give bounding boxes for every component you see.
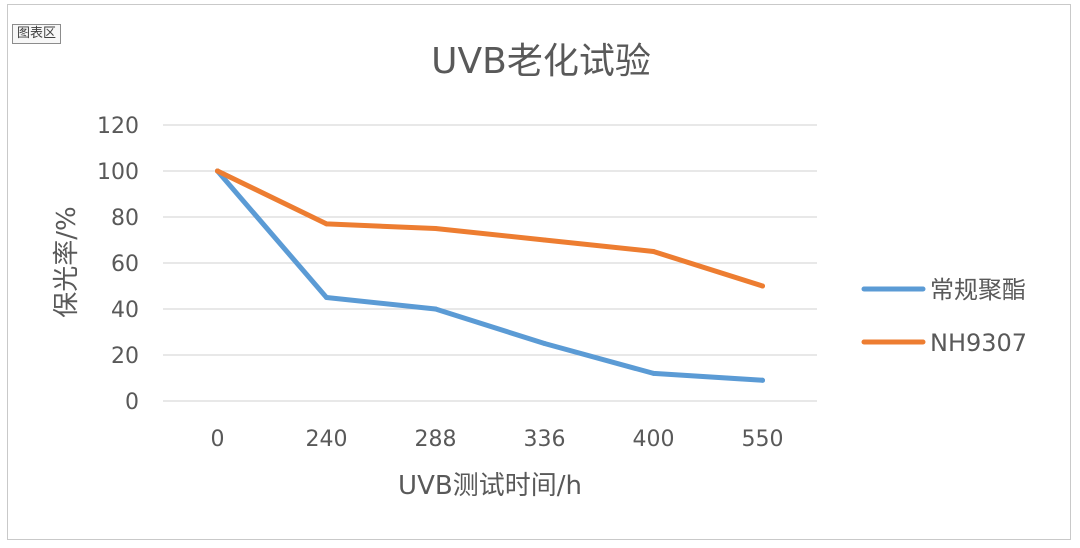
x-axis-title: UVB测试时间/h bbox=[398, 471, 582, 501]
legend: 常规聚酯 NH9307 bbox=[861, 276, 1027, 357]
series-lines bbox=[215, 168, 765, 383]
y-axis-title: 保光率/% bbox=[52, 206, 82, 317]
legend-label: NH9307 bbox=[930, 329, 1027, 357]
x-axis-ticks: 0 240 288 336 400 550 bbox=[211, 427, 784, 452]
data-point bbox=[760, 283, 765, 289]
chart-area-label: 图表区 bbox=[12, 24, 62, 44]
y-tick-label: 0 bbox=[125, 390, 139, 415]
series-line-1 bbox=[215, 168, 765, 383]
x-tick-label: 336 bbox=[524, 427, 566, 452]
y-tick-label: 80 bbox=[111, 206, 139, 231]
y-tick-label: 20 bbox=[111, 344, 139, 369]
y-tick-label: 100 bbox=[97, 160, 139, 185]
gridlines bbox=[163, 124, 817, 402]
chart-title: UVB老化试验 bbox=[431, 41, 651, 82]
x-tick-label: 240 bbox=[306, 427, 348, 452]
data-point bbox=[433, 226, 438, 231]
x-tick-label: 550 bbox=[742, 427, 784, 452]
x-tick-label: 400 bbox=[633, 427, 675, 452]
y-tick-label: 60 bbox=[111, 252, 139, 277]
data-point bbox=[651, 370, 656, 376]
legend-label: 常规聚酯 bbox=[930, 276, 1026, 304]
data-point bbox=[324, 295, 329, 300]
series-line-2 bbox=[215, 168, 765, 289]
data-point bbox=[760, 377, 765, 383]
chart-frame bbox=[7, 4, 1071, 540]
data-point bbox=[542, 341, 547, 346]
y-tick-label: 120 bbox=[97, 114, 139, 139]
data-point bbox=[215, 168, 220, 174]
y-axis-ticks: 0 20 40 60 80 100 120 bbox=[97, 114, 139, 415]
x-tick-label: 288 bbox=[415, 427, 457, 452]
data-point bbox=[433, 306, 438, 312]
x-tick-label: 0 bbox=[211, 427, 225, 452]
data-point bbox=[324, 221, 329, 227]
data-point bbox=[542, 237, 547, 243]
data-point bbox=[651, 249, 656, 254]
y-tick-label: 40 bbox=[111, 298, 139, 323]
